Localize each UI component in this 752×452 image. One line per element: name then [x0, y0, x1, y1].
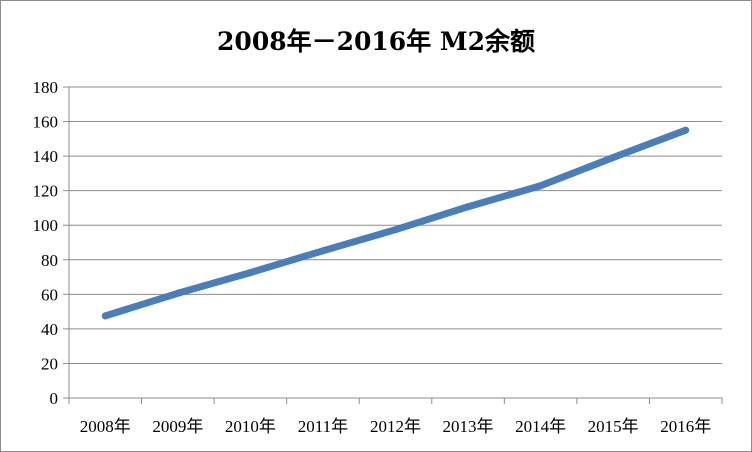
y-tick-label: 140: [33, 147, 59, 166]
x-tick-label: 2010年: [225, 417, 276, 436]
x-tick-label: 2009年: [152, 417, 203, 436]
data-point: [246, 269, 254, 277]
y-tick-label: 100: [33, 216, 59, 235]
axes: [68, 87, 722, 399]
x-tick-label: 2016年: [660, 417, 711, 436]
y-tick-label: 160: [33, 113, 59, 132]
x-tick-label: 2012年: [370, 417, 421, 436]
x-tick-label: 2013年: [443, 417, 494, 436]
data-point: [464, 203, 472, 211]
x-tick-label: 2011年: [298, 417, 348, 436]
y-tick-label: 60: [41, 285, 58, 304]
y-tick-label: 40: [41, 320, 58, 339]
data-point: [392, 226, 399, 234]
data-point: [101, 312, 109, 320]
x-axis-ticks: 2008年 2009年 2010年 2011年 2012年 2013年 2014年 2015年…: [68, 398, 723, 436]
data-point: [537, 182, 545, 190]
chart-title: 2008年－2016年 M2余额: [217, 27, 535, 56]
series-line: [101, 126, 690, 320]
x-tick-label: 2008年: [80, 417, 131, 436]
y-tick-label: 120: [33, 182, 59, 201]
x-tick-label: 2014年: [515, 417, 566, 436]
data-point: [319, 247, 327, 255]
data-point: [174, 289, 182, 297]
y-tick-label: 20: [41, 354, 58, 373]
grid-lines: [69, 86, 722, 364]
x-tick-label: 2015年: [588, 417, 639, 436]
data-point: [609, 153, 617, 161]
data-point: [682, 126, 690, 134]
series-group: [101, 126, 690, 320]
y-tick-label: 0: [50, 389, 59, 408]
y-tick-label: 180: [33, 78, 59, 97]
y-tick-label: 80: [41, 251, 58, 270]
y-axis-ticks: 0 20 40 60 80 100 120 140 160 180: [33, 78, 69, 408]
